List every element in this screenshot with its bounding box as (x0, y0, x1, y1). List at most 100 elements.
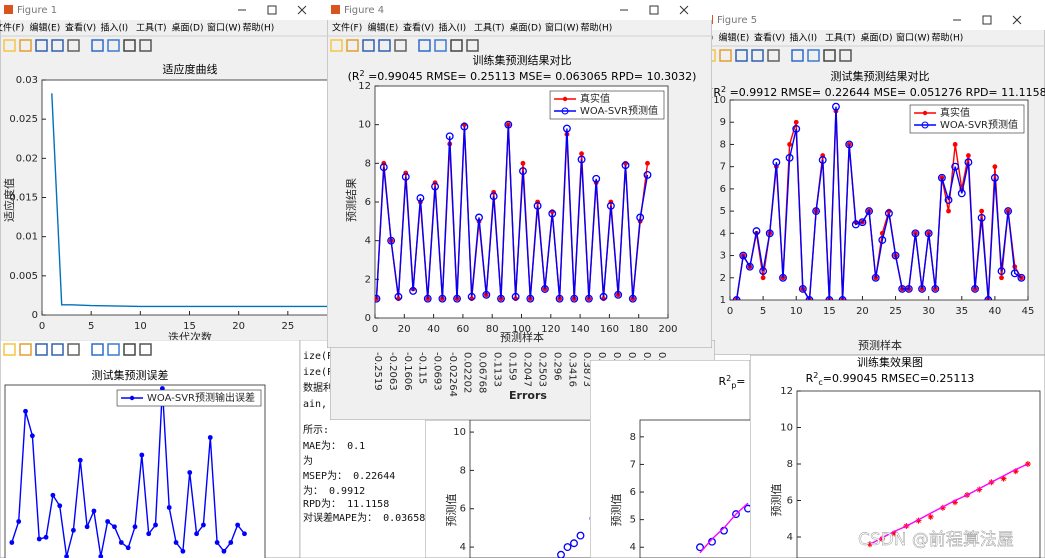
data-marker (112, 524, 117, 530)
data-marker (379, 163, 388, 172)
toolbar-icon[interactable] (466, 39, 479, 52)
data-marker (519, 167, 527, 176)
data-marker (592, 174, 601, 183)
toolbar-icon[interactable] (19, 343, 32, 356)
menu-item[interactable]: 插入(I) (439, 22, 467, 34)
menu-item[interactable]: 编辑(E) (30, 22, 61, 34)
console-line: MSEP为： 0.22644 (303, 470, 395, 482)
toolbar-icon[interactable] (418, 39, 431, 52)
toolbar-icon[interactable] (839, 49, 852, 62)
toolbar-icon[interactable] (67, 39, 80, 52)
toolbar-icon[interactable] (51, 343, 64, 356)
menu-item[interactable]: 窗口(W) (896, 32, 930, 44)
data-marker (570, 294, 579, 303)
toolbar-icon[interactable] (807, 49, 820, 62)
maximize-button[interactable] (649, 5, 659, 15)
x-tick-label: 180 (629, 324, 648, 335)
menu-item[interactable]: 工具(T) (825, 33, 856, 44)
data-marker (467, 292, 476, 301)
toolbar-icon[interactable] (91, 39, 104, 52)
toolbar-icon[interactable] (823, 49, 836, 62)
data-marker (918, 284, 926, 293)
toolbar-icon[interactable] (107, 39, 120, 52)
legend-label: WOA-SVR预测值 (580, 104, 658, 117)
data-marker (375, 294, 381, 303)
subtitle-part: =0.99045 RMSE= 0.25113 MSE= 0.063065 RPD… (365, 70, 697, 83)
toolbar-icon[interactable] (751, 49, 764, 62)
y-tick-label: 10 (453, 427, 466, 438)
toolbar-icon[interactable] (450, 39, 463, 52)
menu-item[interactable]: 插入(I) (790, 32, 818, 44)
menu-item[interactable]: 窗口(W) (545, 22, 579, 34)
menu-item[interactable]: 文件(F) (0, 22, 24, 34)
toolbar-icon[interactable] (35, 39, 48, 52)
subtitle-part: 2 (813, 371, 818, 380)
toolbar-icon[interactable] (3, 343, 16, 356)
menu-item[interactable]: 插入(I) (101, 22, 129, 34)
toolbar-icon[interactable] (123, 39, 136, 52)
toolbar-icon[interactable] (67, 343, 80, 356)
toolbar-icon[interactable] (434, 39, 447, 52)
menu-item[interactable]: 窗口(W) (207, 22, 241, 34)
toolbar-icon[interactable] (330, 39, 343, 52)
menu-item[interactable]: 桌面(D) (861, 32, 893, 44)
plot-area (51, 93, 330, 308)
toolbar-icon[interactable] (378, 39, 391, 52)
toolbar-icon[interactable] (362, 39, 375, 52)
title-bar (0, 0, 330, 20)
data-marker (636, 213, 645, 222)
legend-label: 真实值 (940, 106, 970, 119)
toolbar-icon[interactable] (107, 343, 120, 356)
data-marker (878, 236, 887, 244)
menu-item[interactable]: 帮助(H) (581, 22, 613, 34)
menu-item[interactable]: 查看(V) (65, 22, 96, 34)
y-tick-label: 0.02 (16, 153, 38, 164)
toolbar-icon[interactable] (51, 39, 64, 52)
data-marker (557, 550, 565, 558)
maximize-button[interactable] (267, 5, 277, 15)
x-tick-label: 100 (512, 324, 531, 335)
toolbar-icon[interactable] (346, 39, 359, 52)
data-marker (242, 531, 247, 537)
menu-item[interactable]: 帮助(H) (243, 22, 275, 34)
x-tick-label: 25 (889, 306, 902, 317)
menu-item[interactable]: 文件(F) (332, 22, 362, 34)
data-marker (851, 220, 860, 229)
toolbar-icon[interactable] (394, 39, 407, 52)
toolbar-icon[interactable] (3, 39, 16, 52)
data-marker (924, 229, 933, 238)
close-button[interactable] (1012, 15, 1022, 25)
menu-item[interactable]: 帮助(H) (932, 32, 964, 44)
toolbar-icon[interactable] (123, 343, 136, 356)
toolbar-icon[interactable] (767, 49, 780, 62)
menu-item[interactable]: 查看(V) (754, 32, 785, 44)
menu-item[interactable]: 编辑(E) (368, 22, 399, 34)
toolbar-icon[interactable] (91, 343, 104, 356)
menu-item[interactable]: 桌面(D) (172, 22, 204, 34)
x-axis-label: 预测样本 (500, 330, 544, 344)
toolbar-icon[interactable] (139, 39, 152, 52)
menu-item[interactable]: 工具(T) (474, 23, 505, 34)
data-marker (951, 499, 958, 506)
menu-item[interactable]: 桌面(D) (510, 22, 542, 34)
menu-item[interactable]: 查看(V) (403, 22, 434, 34)
toolbar-icon[interactable] (139, 343, 152, 356)
data-marker (966, 153, 971, 158)
menu-item[interactable]: 编辑(E) (719, 32, 750, 44)
close-button[interactable] (297, 5, 307, 15)
data-marker (977, 213, 986, 222)
x-tick-label: 0.2047 (521, 352, 532, 387)
x-tick-label: 120 (541, 324, 560, 335)
maximize-button[interactable] (982, 15, 992, 25)
legend-box (549, 90, 665, 120)
close-button[interactable] (679, 5, 689, 15)
data-marker (98, 554, 104, 558)
toolbar-icon[interactable] (735, 49, 748, 62)
toolbar-icon[interactable] (19, 39, 32, 52)
toolbar-icon[interactable] (791, 49, 804, 62)
toolbar-icon[interactable] (719, 49, 732, 62)
subtitle-part: R (718, 375, 726, 388)
y-axis-label: 预测值 (770, 484, 783, 517)
menu-item[interactable]: 工具(T) (136, 23, 167, 34)
toolbar-icon[interactable] (35, 343, 48, 356)
